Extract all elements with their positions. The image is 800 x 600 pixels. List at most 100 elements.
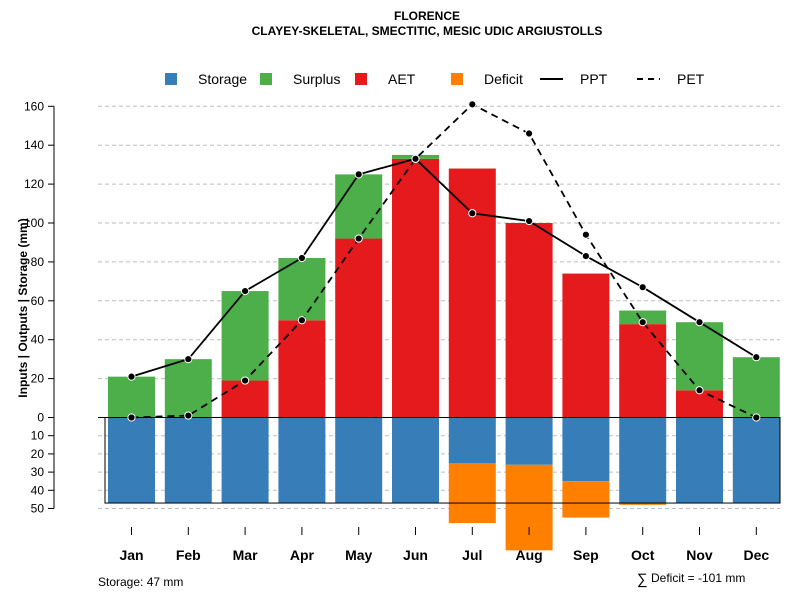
storage-bar xyxy=(562,417,610,482)
ppt-point xyxy=(468,209,477,218)
x-tick-label-jan: Jan xyxy=(119,547,143,563)
surplus-bar xyxy=(335,174,383,239)
pet-point xyxy=(297,316,306,325)
y-tick-label: 0 xyxy=(37,411,44,425)
surplus-bar xyxy=(221,291,269,381)
lower-bars xyxy=(108,417,780,551)
y-axis: 0 20 40 60 80 100 120 140 160 10 20 30 40 50 xyxy=(24,99,55,516)
series-lines xyxy=(131,103,757,419)
deficit-bar xyxy=(505,464,553,551)
surplus-bar xyxy=(676,322,723,391)
y-tick-label: 100 xyxy=(24,216,44,230)
aet-bar xyxy=(619,324,667,418)
ppt-point xyxy=(184,355,193,364)
aet-bar xyxy=(562,273,610,418)
deficit-bar xyxy=(562,481,610,518)
y-tick-label: 30 xyxy=(31,465,45,479)
ppt-point xyxy=(127,372,136,381)
aet-bar xyxy=(505,223,553,418)
storage-bar xyxy=(221,417,269,504)
x-tick-label-jun: Jun xyxy=(403,547,428,563)
y-tick-label: 20 xyxy=(31,447,45,461)
legend: Storage Surplus AET Deficit PPT PET xyxy=(165,71,705,87)
legend-label-deficit: Deficit xyxy=(484,71,523,87)
legend-label-storage: Storage xyxy=(198,71,247,87)
y-tick-label: 160 xyxy=(24,99,44,113)
chart-subtitle: CLAYEY-SKELETAL, SMECTITIC, MESIC UDIC A… xyxy=(252,24,603,38)
ppt-point xyxy=(241,286,250,296)
y-tick-label: 80 xyxy=(31,255,45,269)
storage-bar xyxy=(335,417,383,504)
pet-point xyxy=(752,413,761,422)
pet-point xyxy=(184,411,193,420)
surplus-bar xyxy=(108,376,155,418)
ppt-point xyxy=(525,216,534,226)
aet-bar xyxy=(676,390,723,418)
storage-bar xyxy=(392,417,439,504)
ppt-point xyxy=(297,253,306,263)
ppt-point xyxy=(411,154,420,163)
pet-point xyxy=(638,318,647,327)
x-tick-label-feb: Feb xyxy=(176,547,201,563)
x-tick-label-sep: Sep xyxy=(573,547,599,563)
x-tick-label-oct: Oct xyxy=(631,547,655,563)
x-tick-label-nov: Nov xyxy=(686,547,713,563)
storage-bar xyxy=(732,417,780,504)
pet-point xyxy=(695,386,704,395)
pet-line xyxy=(131,103,757,419)
legend-swatch-storage xyxy=(165,73,177,85)
y-tick-label: 120 xyxy=(24,177,44,191)
x-tick-label-aug: Aug xyxy=(515,547,542,563)
y-tick-label: 50 xyxy=(31,502,45,516)
ppt-point xyxy=(581,251,591,261)
surplus-bar xyxy=(732,357,780,418)
legend-label-pet: PET xyxy=(677,71,705,87)
aet-bar xyxy=(221,380,269,418)
deficit-footer-label: Deficit = -101 mm xyxy=(651,571,745,585)
deficit-bar xyxy=(619,503,667,505)
plot-frame xyxy=(98,417,781,504)
pet-point xyxy=(127,413,136,422)
ppt-line xyxy=(131,157,757,378)
storage-bar xyxy=(448,417,496,463)
series-points xyxy=(127,100,761,422)
y-tick-label: 20 xyxy=(31,372,45,386)
y-tick-label: 140 xyxy=(24,138,44,152)
y-axis-label: Inputs | Outputs | Storage (mm) xyxy=(16,218,30,397)
y-tick-label: 40 xyxy=(31,333,45,347)
storage-bar xyxy=(164,417,212,504)
ppt-point xyxy=(695,318,704,327)
legend-label-ppt: PPT xyxy=(580,71,608,87)
y-tick-label: 60 xyxy=(31,294,45,308)
x-tick-label-may: May xyxy=(345,547,372,563)
aet-bar xyxy=(278,320,326,418)
ppt-point xyxy=(752,353,761,362)
storage-bar xyxy=(108,417,155,504)
legend-swatch-deficit xyxy=(451,73,463,85)
storage-footer-label: Storage: 47 mm xyxy=(98,575,183,589)
legend-label-surplus: Surplus xyxy=(293,71,340,87)
x-tick-label-dec: Dec xyxy=(743,547,769,563)
x-axis: Jan Feb Mar Apr May Jun Jul Aug Sep Oct Nov Dec xyxy=(119,527,769,563)
pet-point xyxy=(468,100,477,109)
pet-point xyxy=(241,376,250,385)
pet-point xyxy=(354,234,363,243)
deficit-bar xyxy=(448,463,496,524)
surplus-bar xyxy=(619,310,667,325)
y-tick-label: 40 xyxy=(31,483,45,497)
storage-bar xyxy=(676,417,723,504)
surplus-bar xyxy=(164,359,212,418)
chart-title: FLORENCE xyxy=(394,9,460,23)
storage-bar xyxy=(505,417,553,465)
aet-bar xyxy=(392,158,439,418)
legend-label-aet: AET xyxy=(388,71,416,87)
legend-swatch-surplus xyxy=(260,73,272,85)
deficit-sum-symbol: ∑ xyxy=(637,571,648,588)
x-tick-label-apr: Apr xyxy=(290,547,315,563)
y-tick-label: 10 xyxy=(31,429,45,443)
surplus-bar xyxy=(278,258,326,321)
x-tick-label-jul: Jul xyxy=(462,547,482,563)
pet-point xyxy=(581,230,591,239)
pet-point xyxy=(525,129,534,138)
